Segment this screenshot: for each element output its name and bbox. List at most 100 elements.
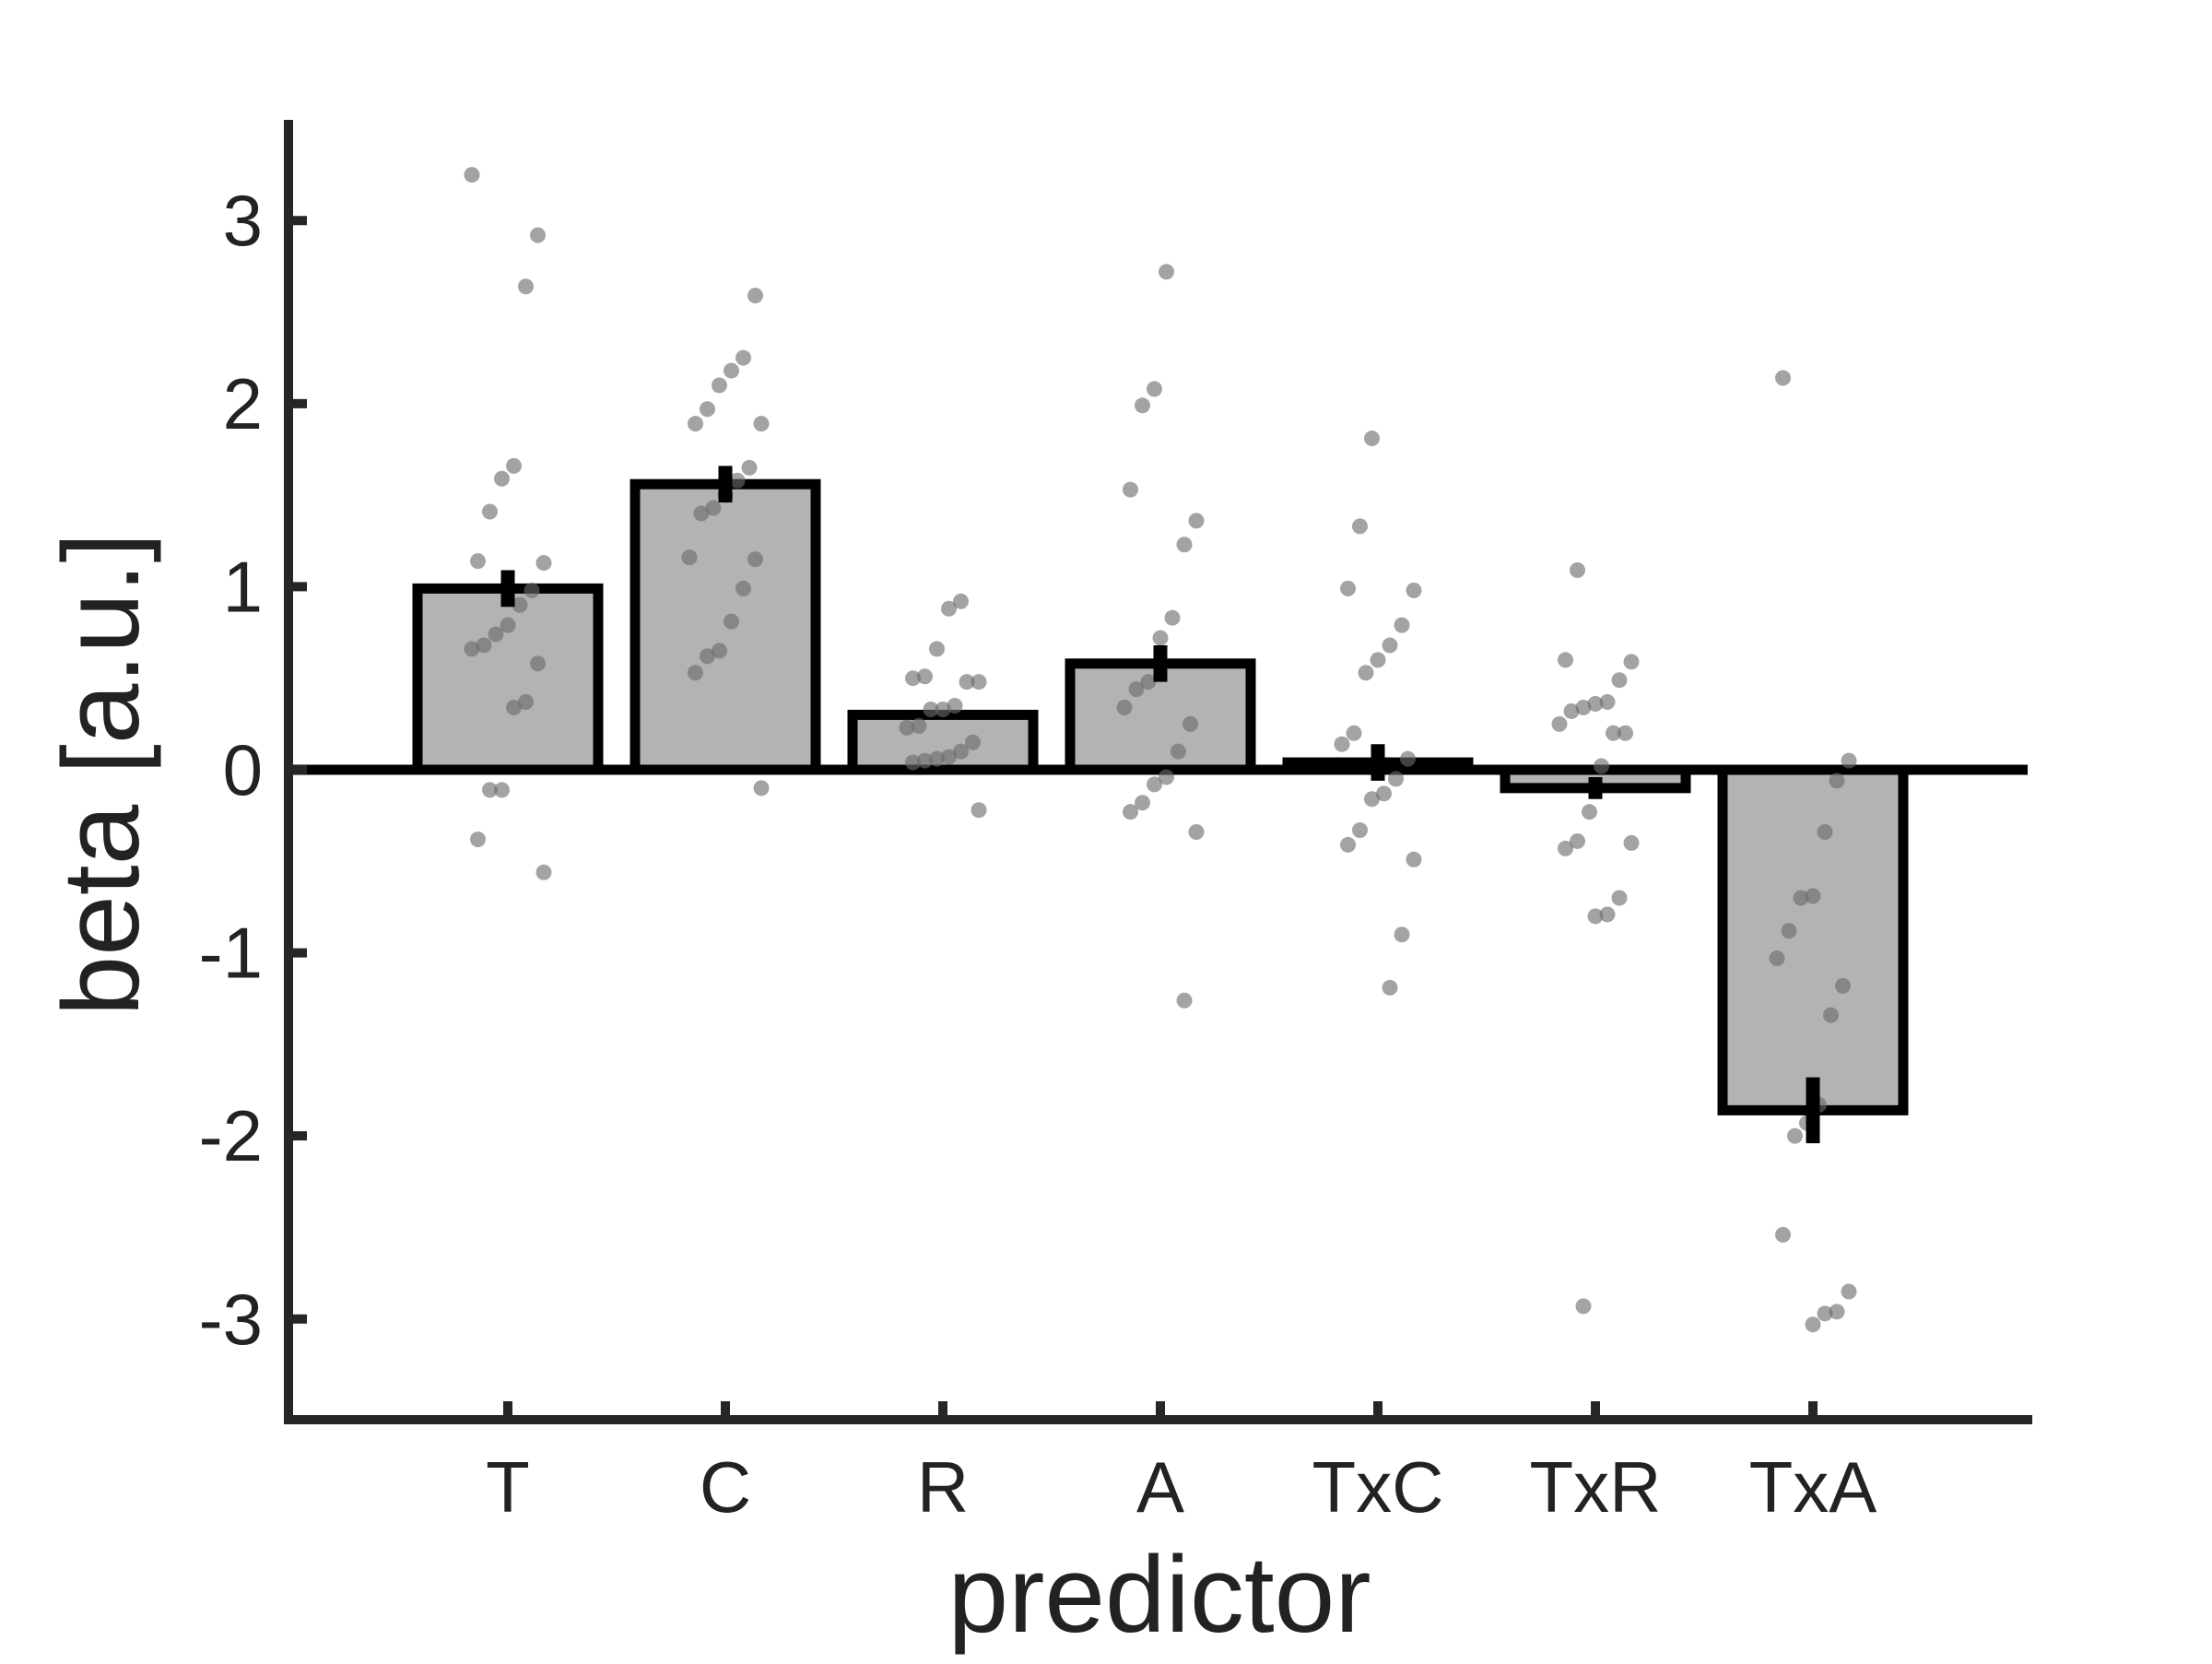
data-point-R (917, 752, 933, 769)
data-point-TxR (1594, 758, 1609, 774)
data-point-TxC (1364, 791, 1380, 808)
x-tick-label: TxA (1749, 1446, 1877, 1528)
data-point-TxA (1829, 1304, 1845, 1320)
data-point-T (494, 782, 510, 798)
data-point-TxA (1841, 1283, 1857, 1300)
data-point-A (1123, 481, 1138, 498)
data-point-TxR (1563, 702, 1580, 719)
data-point-TxA (1769, 950, 1785, 967)
y-tick-label: 3 (223, 180, 263, 261)
data-point-TxR (1611, 672, 1628, 689)
data-point-C (741, 459, 758, 476)
data-point-T (464, 167, 480, 183)
data-point-A (1159, 264, 1174, 280)
data-point-T (476, 637, 492, 654)
data-point-TxR (1587, 696, 1604, 713)
data-point-C (729, 472, 746, 489)
data-point-T (535, 864, 552, 880)
data-point-R (953, 743, 969, 760)
y-tick-label: -3 (199, 1279, 263, 1360)
data-point-T (530, 227, 546, 243)
data-point-TxA (1817, 1305, 1833, 1322)
data-point-C (724, 362, 739, 379)
data-point-TxA (1835, 977, 1851, 994)
data-point-TxR (1575, 1298, 1592, 1315)
data-point-C (705, 500, 722, 516)
data-point-TxC (1406, 851, 1422, 867)
data-point-TxA (1829, 773, 1845, 789)
data-point-C (753, 416, 770, 432)
data-point-TxR (1587, 908, 1604, 925)
data-point-TxC (1340, 580, 1356, 596)
data-point-T (518, 278, 534, 295)
x-tick-label: TxR (1530, 1446, 1662, 1528)
data-point-TxR (1570, 832, 1585, 849)
data-point-C (693, 505, 710, 522)
x-axis-title: predictor (947, 1534, 1371, 1656)
x-tick-label: C (700, 1446, 751, 1528)
data-point-T (488, 626, 504, 643)
data-point-TxR (1570, 562, 1585, 579)
data-point-TxC (1376, 785, 1392, 802)
data-point-R (971, 802, 987, 819)
data-point-TxR (1618, 725, 1633, 741)
data-point-TxA (1775, 1226, 1791, 1243)
data-point-C (747, 288, 763, 304)
data-point-C (724, 613, 739, 630)
y-tick-label: 0 (223, 729, 263, 810)
data-point-TxC (1382, 637, 1398, 654)
data-point-A (1135, 397, 1150, 414)
data-point-TxA (1841, 752, 1857, 769)
data-point-R (935, 701, 951, 717)
data-point-TxA (1775, 370, 1791, 386)
data-point-TxA (1823, 1007, 1839, 1023)
data-point-A (1147, 776, 1162, 793)
data-point-TxR (1599, 694, 1616, 711)
data-point-TxC (1406, 582, 1422, 598)
data-point-A (1147, 381, 1162, 397)
data-point-A (1123, 804, 1138, 820)
x-tick-label: A (1136, 1446, 1184, 1528)
data-point-R (911, 717, 927, 734)
data-point-T (470, 553, 486, 570)
data-point-T (470, 831, 486, 847)
marks-layer (288, 167, 2028, 1333)
data-point-TxC (1382, 979, 1398, 996)
data-point-TxA (1787, 1127, 1803, 1144)
data-point-T (535, 555, 552, 572)
data-point-A (1176, 992, 1193, 1009)
data-point-C (681, 549, 698, 566)
data-point-R (941, 600, 957, 617)
data-point-C (712, 377, 727, 394)
data-point-R (899, 719, 915, 736)
data-point-TxC (1358, 665, 1374, 681)
data-point-TxC (1400, 750, 1416, 767)
data-point-R (965, 734, 981, 750)
x-tick-label: R (917, 1446, 969, 1528)
data-point-TxC (1388, 771, 1404, 787)
data-point-C (700, 648, 715, 665)
data-point-T (512, 596, 528, 613)
data-point-A (1159, 769, 1174, 785)
data-point-A (1188, 513, 1205, 529)
data-point-A (1176, 537, 1193, 553)
data-point-A (1140, 674, 1157, 690)
data-point-C (735, 349, 751, 366)
bar-C (629, 478, 821, 775)
data-point-A (1152, 630, 1169, 646)
data-point-TxA (1817, 824, 1833, 841)
data-point-T (524, 582, 540, 598)
y-axis-title: beta [a.u.] (41, 533, 162, 1017)
data-point-C (712, 643, 727, 659)
data-point-TxR (1623, 654, 1640, 670)
data-point-R (953, 593, 969, 609)
data-point-TxC (1370, 652, 1386, 668)
data-point-C (688, 416, 703, 432)
data-point-TxC (1334, 736, 1350, 752)
data-point-A (1188, 824, 1205, 841)
data-point-R (959, 674, 975, 690)
data-point-TxR (1606, 725, 1621, 741)
data-point-TxR (1575, 699, 1592, 715)
data-point-TxC (1352, 822, 1368, 839)
data-point-TxC (1364, 431, 1380, 447)
